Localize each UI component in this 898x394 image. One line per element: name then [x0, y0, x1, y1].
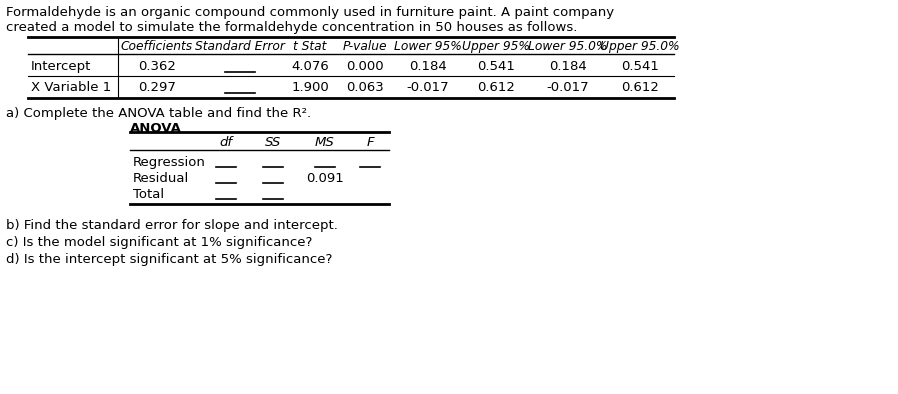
Text: created a model to simulate the formaldehyde concentration in 50 houses as follo: created a model to simulate the formalde…: [6, 21, 577, 34]
Text: Lower 95%: Lower 95%: [394, 39, 462, 52]
Text: 0.184: 0.184: [549, 59, 587, 72]
Text: MS: MS: [315, 136, 335, 149]
Text: 0.091: 0.091: [306, 171, 344, 184]
Text: Coefficients: Coefficients: [121, 39, 193, 52]
Text: ANOVA: ANOVA: [130, 122, 182, 135]
Text: a) Complete the ANOVA table and find the R².: a) Complete the ANOVA table and find the…: [6, 107, 311, 120]
Text: X Variable 1: X Variable 1: [31, 80, 111, 93]
Text: Upper 95%: Upper 95%: [462, 39, 530, 52]
Text: Total: Total: [133, 188, 164, 201]
Text: c) Is the model significant at 1% significance?: c) Is the model significant at 1% signif…: [6, 236, 313, 249]
Text: 0.612: 0.612: [621, 80, 659, 93]
Text: Regression: Regression: [133, 156, 206, 169]
Text: Formaldehyde is an organic compound commonly used in furniture paint. A paint co: Formaldehyde is an organic compound comm…: [6, 6, 614, 19]
Text: Lower 95.0%: Lower 95.0%: [528, 39, 608, 52]
Text: df: df: [219, 136, 233, 149]
Text: Residual: Residual: [133, 171, 189, 184]
Text: t Stat: t Stat: [294, 39, 327, 52]
Text: 4.076: 4.076: [291, 59, 329, 72]
Text: 0.612: 0.612: [477, 80, 515, 93]
Text: 1.900: 1.900: [291, 80, 329, 93]
Text: 0.184: 0.184: [409, 59, 447, 72]
Text: 0.297: 0.297: [138, 80, 176, 93]
Text: d) Is the intercept significant at 5% significance?: d) Is the intercept significant at 5% si…: [6, 253, 332, 266]
Text: SS: SS: [265, 136, 281, 149]
Text: F: F: [366, 136, 374, 149]
Text: Standard Error: Standard Error: [195, 39, 285, 52]
Text: P-value: P-value: [343, 39, 387, 52]
Text: 0.541: 0.541: [477, 59, 515, 72]
Text: 0.063: 0.063: [346, 80, 383, 93]
Text: 0.541: 0.541: [621, 59, 659, 72]
Text: b) Find the standard error for slope and intercept.: b) Find the standard error for slope and…: [6, 219, 338, 232]
Text: Upper 95.0%: Upper 95.0%: [600, 39, 680, 52]
Text: 0.362: 0.362: [138, 59, 176, 72]
Text: -0.017: -0.017: [407, 80, 449, 93]
Text: 0.000: 0.000: [347, 59, 383, 72]
Text: Intercept: Intercept: [31, 59, 92, 72]
Text: -0.017: -0.017: [547, 80, 589, 93]
